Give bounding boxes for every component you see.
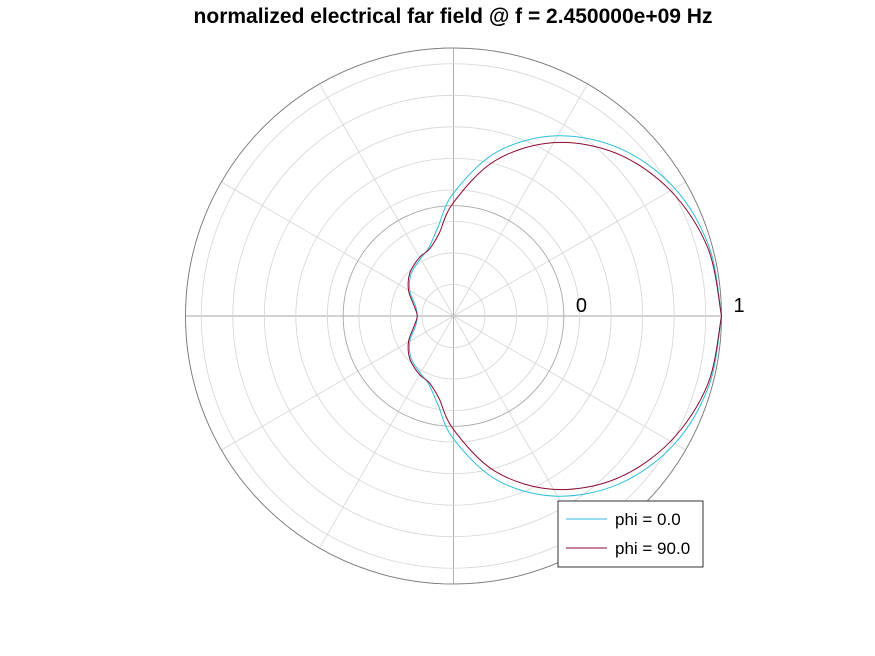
legend: phi = 0.0 phi = 90.0 <box>557 500 704 568</box>
grid-ring-2 <box>358 221 549 411</box>
grid-spoke-210 <box>221 315 454 451</box>
legend-label-phi-0: phi = 0.0 <box>615 510 681 529</box>
grid-ring-0 <box>421 284 486 348</box>
chart-title: normalized electrical far field @ f = 2.… <box>194 5 713 28</box>
grid-ring-3 <box>326 189 581 443</box>
tick-ring-0 <box>342 205 565 427</box>
grid-spoke-120 <box>319 83 454 317</box>
grid-ring-4 <box>295 157 612 475</box>
grid-ring-7 <box>200 63 707 569</box>
grid-spoke-330 <box>453 315 686 451</box>
tick-label-0: 0 <box>576 295 587 317</box>
series-group <box>407 135 722 497</box>
tick-label-1: 1 <box>734 295 745 317</box>
grid-ring-6 <box>232 94 675 538</box>
grid-spoke-240 <box>319 315 454 549</box>
grid-spoke-150 <box>221 181 454 317</box>
grid-spoke-30 <box>453 181 686 317</box>
grid-spoke-60 <box>453 83 588 317</box>
series-line-1 <box>407 141 722 491</box>
legend-label-phi-90: phi = 90.0 <box>615 539 690 558</box>
grid-ring-5 <box>263 126 644 506</box>
grid-ring-1 <box>390 252 517 380</box>
legend-box <box>557 500 704 568</box>
